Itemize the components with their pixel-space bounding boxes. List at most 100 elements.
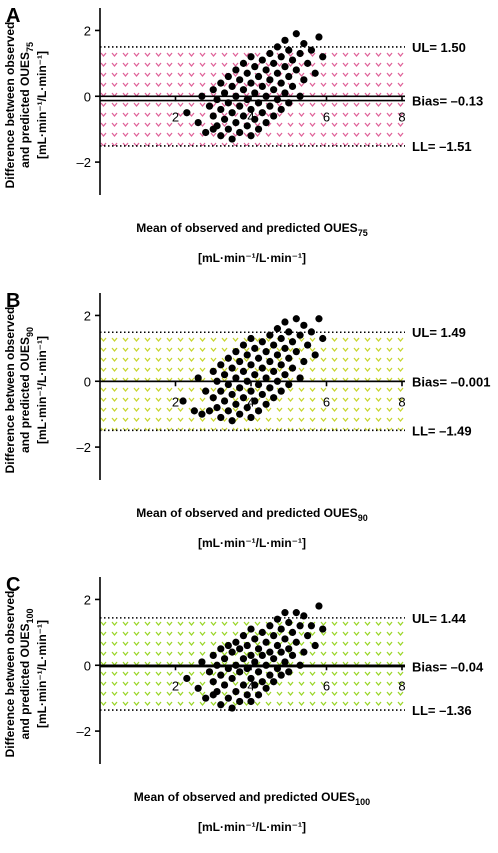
data-point [281, 63, 289, 71]
data-point [232, 92, 240, 100]
bland-altman-plot-c: C 2 0 –2 2 4 6 8 UL= 1.44 Bias= –0.04 LL= –1.36 Dif… [3, 574, 484, 834]
data-point [281, 344, 289, 352]
data-point [281, 371, 289, 379]
data-point [247, 651, 255, 659]
data-point [315, 33, 323, 41]
data-point [266, 648, 274, 656]
data-point [220, 655, 229, 663]
data-point [300, 648, 308, 656]
data-point [300, 40, 308, 48]
data-point [228, 135, 236, 143]
data-point [254, 72, 263, 81]
data-point [217, 645, 225, 653]
x-tick-label: 4 [247, 109, 254, 124]
data-point [273, 641, 282, 650]
data-point [202, 387, 210, 395]
data-point [239, 341, 248, 349]
data-point [224, 380, 232, 389]
data-point [258, 109, 266, 117]
data-point [213, 661, 221, 669]
y-tick-label: 0 [84, 89, 91, 104]
data-point [277, 334, 285, 343]
data-point [296, 374, 304, 382]
data-point [254, 407, 263, 415]
data-point [307, 328, 315, 336]
data-point [224, 354, 232, 362]
data-point [262, 348, 270, 356]
x-tick-label: 4 [247, 678, 254, 693]
data-point [224, 407, 232, 415]
data-point [232, 688, 240, 696]
y-tick-label: 0 [84, 374, 91, 389]
data-point [239, 681, 248, 689]
data-point [239, 632, 248, 640]
data-point [243, 351, 251, 359]
data-point [266, 331, 274, 339]
x-tick-label: 6 [323, 678, 330, 693]
data-point [243, 691, 251, 699]
data-point [270, 655, 278, 663]
data-point [273, 615, 282, 623]
data-point [224, 694, 232, 702]
data-point [304, 632, 312, 640]
data-point [281, 318, 289, 326]
y-axis-title: Difference between observedand predicted… [3, 22, 49, 189]
data-point [270, 112, 278, 120]
data-point [220, 115, 229, 123]
data-point [311, 69, 319, 77]
data-point [205, 668, 214, 676]
data-point [258, 390, 266, 399]
data-point [232, 374, 240, 382]
data-point [277, 53, 285, 61]
x-axis-title: Mean of observed and predicted OUES100 [134, 790, 370, 807]
data-point [292, 30, 300, 38]
data-point [194, 374, 202, 382]
data-point [258, 338, 266, 346]
data-point [266, 76, 274, 84]
data-point [277, 671, 285, 679]
data-point [296, 49, 304, 58]
data-point [258, 56, 266, 64]
data-point [209, 651, 217, 659]
data-point [232, 66, 240, 74]
panel-c: C 2 0 –2 2 4 6 8 UL= 1.44 Bias= –0.04 LL= –1.36 Dif… [0, 569, 498, 853]
data-point [217, 132, 225, 140]
bland-altman-plot-a: A 2 0 –2 2 4 6 8 UL= 1.50 Bias= –0.13 LL= –1.51 Dif… [3, 5, 483, 265]
data-point [251, 344, 259, 352]
data-point [319, 625, 327, 633]
data-point [266, 102, 274, 110]
data-point [247, 387, 255, 395]
data-point [254, 645, 263, 653]
data-point [277, 625, 285, 633]
data-point [251, 115, 259, 123]
data-point [281, 36, 289, 44]
data-point [273, 95, 282, 104]
data-point [254, 668, 263, 676]
data-point [254, 380, 263, 389]
data-point [288, 338, 297, 346]
data-point [232, 119, 240, 127]
data-point [285, 46, 293, 54]
data-point [236, 645, 244, 653]
data-point [213, 122, 221, 130]
data-point [236, 384, 244, 392]
data-point [315, 315, 323, 323]
data-point [232, 400, 240, 408]
data-point [254, 99, 263, 107]
y-axis-title: Difference between observedand predicted… [3, 307, 49, 474]
data-point [296, 92, 304, 100]
data-point [198, 658, 206, 666]
lower-limit-label: LL= –1.51 [412, 139, 472, 154]
data-point [304, 59, 312, 67]
data-point [251, 681, 259, 689]
lower-limit-label: LL= –1.49 [412, 423, 472, 438]
data-point [266, 357, 274, 366]
panel-a: A 2 0 –2 2 4 6 8 UL= 1.50 Bias= –0.13 LL= –1.51 Dif… [0, 0, 498, 284]
data-point [258, 678, 266, 686]
data-point [266, 384, 274, 392]
data-point [258, 651, 266, 659]
x-axis-unit: [mL·min⁻¹/L·min⁻¹] [198, 536, 306, 550]
x-tick-label: 6 [323, 394, 330, 409]
y-tick-label: 0 [84, 658, 91, 673]
data-point [270, 341, 278, 349]
